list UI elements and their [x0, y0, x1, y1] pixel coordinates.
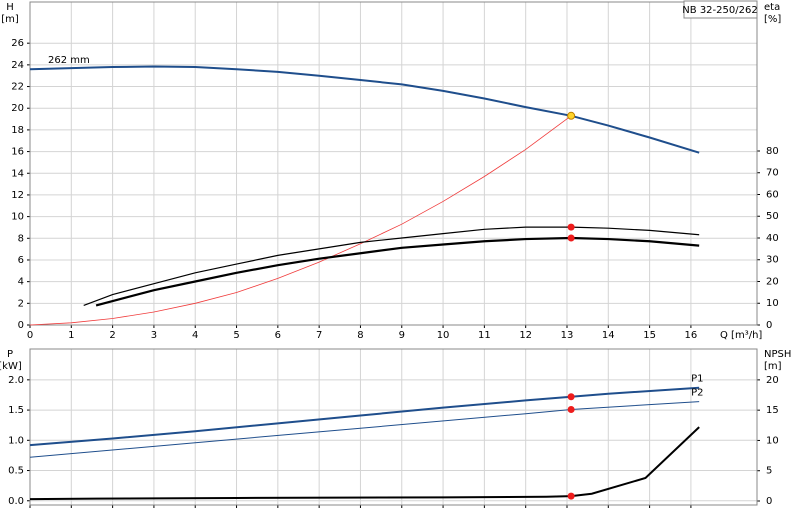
- y-tick-label: 16: [11, 147, 24, 158]
- x-tick-label: 12: [519, 330, 532, 341]
- y-axis-unit: [kW]: [0, 361, 22, 372]
- curve: [29, 401, 700, 458]
- x-tick-label: 3: [151, 330, 157, 341]
- y-axis-unit: [m]: [1, 14, 19, 25]
- x-tick-label: 10: [437, 330, 450, 341]
- x-tick-label: 11: [478, 330, 491, 341]
- duty-point: [567, 223, 575, 231]
- y2-tick-label: 20: [766, 375, 779, 386]
- y-tick-label: 12: [11, 190, 24, 201]
- y2-tick-label: 10: [766, 298, 779, 309]
- y-tick-label: 26: [11, 38, 24, 49]
- x-tick-label: 4: [192, 330, 198, 341]
- y-tick-label: 2: [18, 298, 24, 309]
- duty-point: [567, 405, 575, 413]
- duty-point: [567, 111, 576, 120]
- y-tick-label: 2.0: [8, 375, 24, 386]
- x-tick-label: 16: [685, 330, 698, 341]
- curve: [29, 115, 572, 326]
- y-tick-label: 1.5: [8, 405, 24, 416]
- series-label: P2: [691, 388, 703, 399]
- y2-tick-label: 20: [766, 276, 779, 287]
- y2-tick-label: 0: [766, 320, 772, 331]
- duty-point: [567, 393, 575, 401]
- x-tick-label: 0: [27, 330, 33, 341]
- y-tick-label: 0.0: [8, 496, 24, 507]
- curve: [29, 65, 700, 154]
- y-tick-label: 0: [18, 320, 24, 331]
- y2-tick-label: 15: [766, 405, 779, 416]
- y-tick-label: 8: [18, 233, 24, 244]
- duty-point: [567, 492, 575, 500]
- x-tick-label: 13: [561, 330, 574, 341]
- y-tick-label: 0.5: [8, 466, 24, 477]
- y2-tick-label: 70: [766, 168, 779, 179]
- y2-tick-label: 10: [766, 435, 779, 446]
- y-tick-label: 10: [11, 212, 24, 223]
- y2-tick-label: 40: [766, 233, 779, 244]
- plot-frame: [29, 1, 758, 326]
- y2-tick-label: 60: [766, 189, 779, 200]
- y-axis-label: P: [7, 349, 13, 360]
- y-tick-label: 20: [11, 103, 24, 114]
- y2-tick-label: 0: [766, 496, 772, 507]
- x-axis-label: Q [m³/h]: [720, 330, 762, 341]
- y2-axis-label: NPSH: [764, 349, 791, 360]
- y-tick-label: 6: [18, 255, 24, 266]
- y2-axis-label: eta: [764, 2, 780, 13]
- plot-frame: [29, 348, 758, 506]
- y2-tick-label: 50: [766, 211, 779, 222]
- series-label: 262 mm: [48, 55, 90, 66]
- x-tick-label: 7: [316, 330, 322, 341]
- y2-axis-unit: [%]: [764, 14, 781, 25]
- y2-tick-label: 30: [766, 255, 779, 266]
- x-tick-label: 15: [643, 330, 656, 341]
- y-tick-label: 18: [11, 125, 24, 136]
- y2-tick-label: 80: [766, 146, 779, 157]
- duty-point: [567, 234, 575, 242]
- title-box: [683, 0, 758, 19]
- curve: [83, 226, 700, 306]
- y-tick-label: 22: [11, 82, 24, 93]
- curve: [95, 236, 700, 307]
- x-tick-label: 1: [68, 330, 74, 341]
- x-tick-label: 6: [275, 330, 281, 341]
- x-tick-label: 8: [357, 330, 363, 341]
- y-tick-label: 24: [11, 60, 24, 71]
- y-tick-label: 14: [11, 168, 24, 179]
- y2-axis-unit: [m]: [764, 361, 782, 372]
- chart-title: NB 32-250/262: [682, 5, 757, 16]
- y2-tick-label: 5: [766, 466, 772, 477]
- y-axis-label: H: [6, 2, 14, 13]
- y-tick-label: 1.0: [8, 435, 24, 446]
- x-tick-label: 14: [602, 330, 615, 341]
- x-tick-label: 2: [109, 330, 115, 341]
- curve: [29, 386, 700, 447]
- curve: [29, 426, 700, 501]
- y-tick-label: 4: [18, 277, 24, 288]
- x-tick-label: 5: [233, 330, 239, 341]
- x-tick-label: 9: [399, 330, 405, 341]
- series-label: P1: [691, 374, 703, 385]
